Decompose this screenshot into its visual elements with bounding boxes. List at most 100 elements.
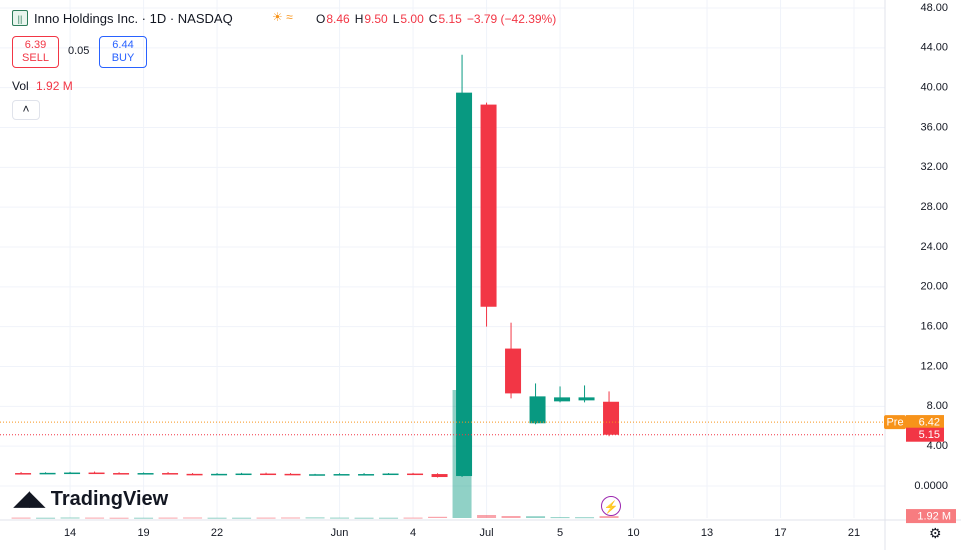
price-tag-value: 5.15 [919, 429, 940, 441]
x-tick-label: 5 [557, 527, 563, 539]
volume-bar [85, 517, 105, 519]
volume-bar [256, 517, 276, 519]
y-tick-label: 8.00 [927, 400, 948, 412]
candle-body [211, 473, 228, 476]
price-tag-bg [906, 427, 944, 442]
candle-body [137, 473, 154, 475]
session-icon: ☀ ≈ [272, 10, 293, 24]
candle-body [235, 473, 252, 476]
volume-bar [207, 517, 227, 519]
buy-price: 6.44 [112, 39, 134, 51]
y-tick-label: 48.00 [920, 2, 948, 14]
volume-bar [403, 517, 423, 519]
y-tick-label: 40.00 [920, 82, 948, 94]
volume-bar [330, 517, 350, 519]
candle-body [64, 472, 81, 475]
x-tick-label: 4 [410, 527, 416, 539]
price-tag-name-bg [884, 415, 906, 430]
price-tag-value: 6.42 [919, 416, 940, 428]
events-icon[interactable]: ⚡ [601, 496, 621, 516]
volume-bar [477, 515, 497, 518]
x-tick-label: 21 [848, 527, 860, 539]
y-tick-label: 36.00 [920, 121, 948, 133]
candle-body [382, 473, 399, 476]
sell-button[interactable]: 6.39 SELL [12, 36, 59, 68]
x-tick-label: 14 [64, 527, 76, 539]
candle-body [505, 348, 522, 394]
volume-bar [232, 517, 252, 519]
sell-label: SELL [22, 52, 49, 64]
y-tick-label: 20.00 [920, 281, 948, 293]
volume-bar [428, 516, 448, 518]
collapse-button[interactable]: ˄ [12, 100, 40, 120]
x-tick-label: 22 [211, 527, 223, 539]
ohlc-value: 5.15 [438, 12, 462, 26]
ohlc-value: 8.46 [326, 12, 350, 26]
x-tick-label: Jul [480, 527, 494, 539]
buy-label: BUY [111, 52, 135, 64]
brand-logo: ◢◣ TradingView [14, 488, 169, 510]
candle-body [578, 397, 595, 401]
volume-bar [526, 516, 546, 518]
candle-body [162, 473, 179, 475]
volume-bar [36, 517, 56, 519]
candle-body [431, 474, 448, 478]
volume-bar [183, 517, 203, 519]
ohlc-value: 9.50 [364, 12, 388, 26]
volume-bar [550, 517, 570, 519]
change: −3.79 (−42.39%) [466, 12, 557, 26]
volume-bar [354, 517, 374, 519]
settings-icon[interactable]: ⚙ [929, 525, 942, 541]
brand-name: TradingView [50, 488, 169, 510]
volume-bar [379, 517, 399, 519]
ohlc-label: L [392, 12, 400, 26]
candle-body [358, 474, 375, 476]
x-tick-label: 10 [627, 527, 639, 539]
buy-button[interactable]: 6.44 BUY [99, 36, 147, 68]
volume-bar [281, 517, 301, 519]
candle-body [186, 473, 203, 476]
volume-bar [305, 517, 325, 519]
volume-bar [11, 517, 31, 519]
volume-bar [134, 517, 154, 519]
candle-body [456, 92, 473, 477]
candle-body [260, 473, 277, 476]
volume-bar [501, 516, 521, 518]
y-tick-label: 28.00 [920, 201, 948, 213]
y-tick-label: 24.00 [920, 241, 948, 253]
sell-price: 6.39 [24, 39, 47, 51]
candle-body [284, 473, 301, 476]
volume-legend-label: Vol [12, 79, 29, 93]
y-tick-label: 12.00 [920, 360, 948, 372]
candle-body [88, 472, 105, 475]
volume-bar [158, 517, 178, 519]
x-tick-label: Jun [331, 527, 349, 539]
volume-bar [575, 517, 595, 519]
chart-title: Inno Holdings Inc. · 1D · NASDAQ [34, 11, 233, 26]
volume-bar [599, 516, 619, 518]
candle-body [309, 474, 326, 476]
x-tick-label: 17 [774, 527, 786, 539]
y-tick-label: 44.00 [920, 42, 948, 54]
symbol-icon: || [12, 10, 28, 26]
ohlc-label: C [428, 12, 438, 26]
y-tick-label: 4.00 [927, 440, 948, 452]
y-tick-label: 0.0000 [914, 480, 948, 492]
volume-legend: Vol 1.92 M [12, 79, 73, 93]
ohlc-value: 5.00 [400, 12, 424, 26]
candle-body [113, 473, 130, 475]
candle-body [407, 473, 424, 476]
y-tick-label: 32.00 [920, 161, 948, 173]
price-tag-bg [906, 415, 944, 430]
spread: 0.05 [68, 45, 90, 57]
candle-body [15, 473, 32, 475]
volume-bar [60, 517, 80, 519]
candle-body [39, 472, 56, 475]
volume-bar [109, 517, 129, 519]
candle-body [529, 396, 546, 424]
x-tick-label: 13 [701, 527, 713, 539]
candle-body [333, 474, 350, 476]
candle-body [480, 104, 497, 307]
